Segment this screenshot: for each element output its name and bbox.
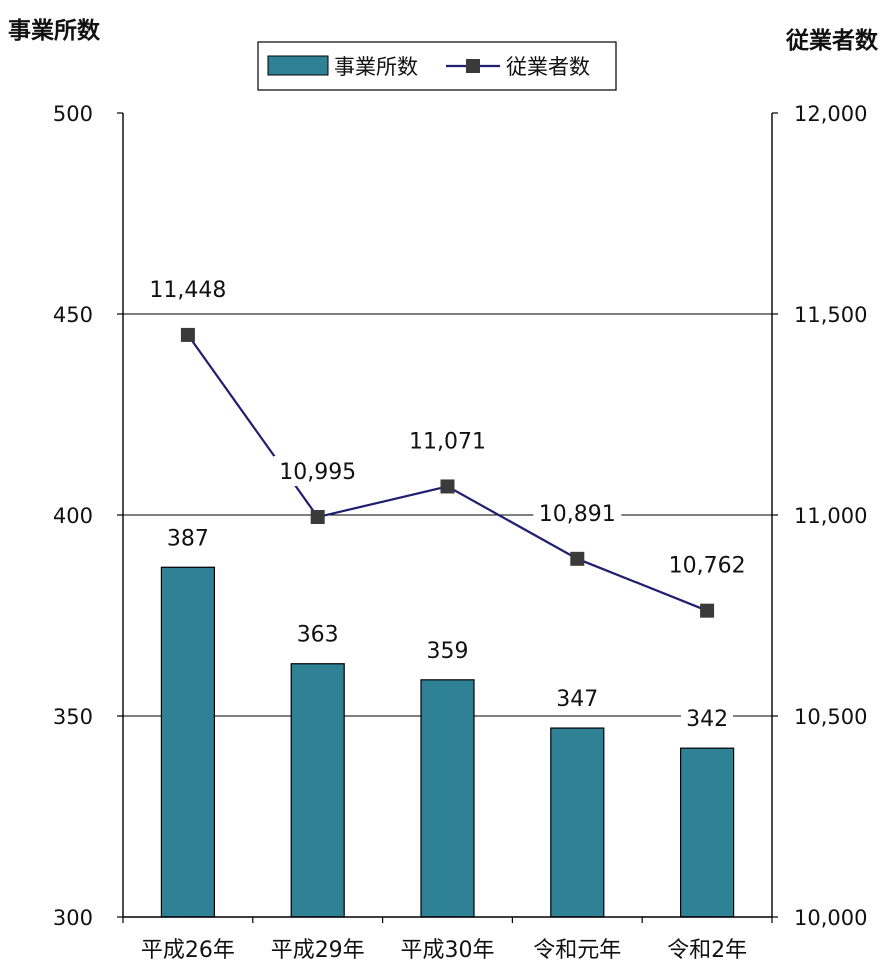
- line-marker: [570, 551, 585, 566]
- line-marker: [440, 479, 455, 494]
- bar-data-label: 347: [556, 687, 598, 712]
- line-data-label-bg: [273, 456, 362, 487]
- bar-data-label: 387: [167, 526, 209, 551]
- bar-data-label: 363: [297, 623, 339, 648]
- bar-data-label-bg: [161, 522, 214, 553]
- line-marker: [180, 327, 195, 342]
- legend: 事業所数 従業者数: [257, 41, 617, 91]
- line-series: [180, 327, 715, 618]
- line-marker: [310, 510, 325, 525]
- x-tick-label: 平成30年: [401, 938, 495, 963]
- x-tick-label: 令和元年: [533, 938, 621, 963]
- bar-data-label-bg: [291, 618, 344, 649]
- legend-swatch-marker: [466, 59, 480, 73]
- y-right-tick-label: 11,500: [794, 303, 867, 327]
- x-tick-label: 平成26年: [141, 938, 235, 963]
- bar-data-label: 342: [686, 707, 728, 732]
- line-marker: [700, 603, 715, 618]
- line-data-label-bg: [403, 425, 492, 456]
- x-tick-label: 平成29年: [271, 938, 365, 963]
- y-right-tick-label: 10,500: [794, 705, 867, 729]
- line-data-label-bg: [533, 497, 622, 528]
- axes: 300 350 400 450 500 10,000 10,500 11,000 11,500 1…: [8, 17, 879, 963]
- x-tick-label: 令和2年: [667, 938, 747, 963]
- bar-series: [160, 566, 735, 918]
- data-labels: 387 363 359 347 342 11,448 10,995 11,071 10,891 1…: [143, 273, 752, 734]
- bar: [550, 727, 605, 918]
- line-path: [187, 334, 708, 612]
- bar-data-label-bg: [681, 703, 734, 734]
- line-data-label-bg: [143, 273, 232, 304]
- bar-data-label-bg: [421, 634, 474, 665]
- y-left-tick-label: 400: [53, 504, 93, 528]
- line-data-label: 10,995: [279, 460, 356, 485]
- y-left-tick-label: 300: [53, 906, 93, 930]
- bar: [420, 679, 475, 918]
- y-right-tick-label: 11,000: [794, 504, 867, 528]
- bar: [160, 566, 215, 918]
- line-data-label: 11,071: [409, 429, 486, 454]
- legend-swatch-bar: [267, 55, 329, 76]
- line-data-label-bg: [663, 549, 752, 580]
- y-left-tick-label: 500: [53, 102, 93, 126]
- legend-label-bar: 事業所数: [334, 55, 418, 79]
- y-right-tick-label: 12,000: [794, 102, 867, 126]
- y-right-tick-label: 10,000: [794, 906, 867, 930]
- line-data-label: 10,762: [669, 554, 746, 579]
- y-right-axis-title: 従業者数: [785, 27, 879, 54]
- line-data-label: 10,891: [539, 502, 616, 527]
- bar: [679, 747, 735, 918]
- y-left-tick-label: 450: [53, 303, 93, 327]
- y-left-axis-title: 事業所数: [8, 17, 101, 44]
- bar: [290, 663, 345, 918]
- bar-data-label: 359: [427, 639, 469, 664]
- y-left-tick-label: 350: [53, 705, 93, 729]
- bar-data-label-bg: [551, 683, 604, 714]
- legend-label-line: 従業者数: [506, 55, 590, 79]
- plot-frame: [117, 112, 778, 923]
- line-data-label: 11,448: [149, 278, 226, 303]
